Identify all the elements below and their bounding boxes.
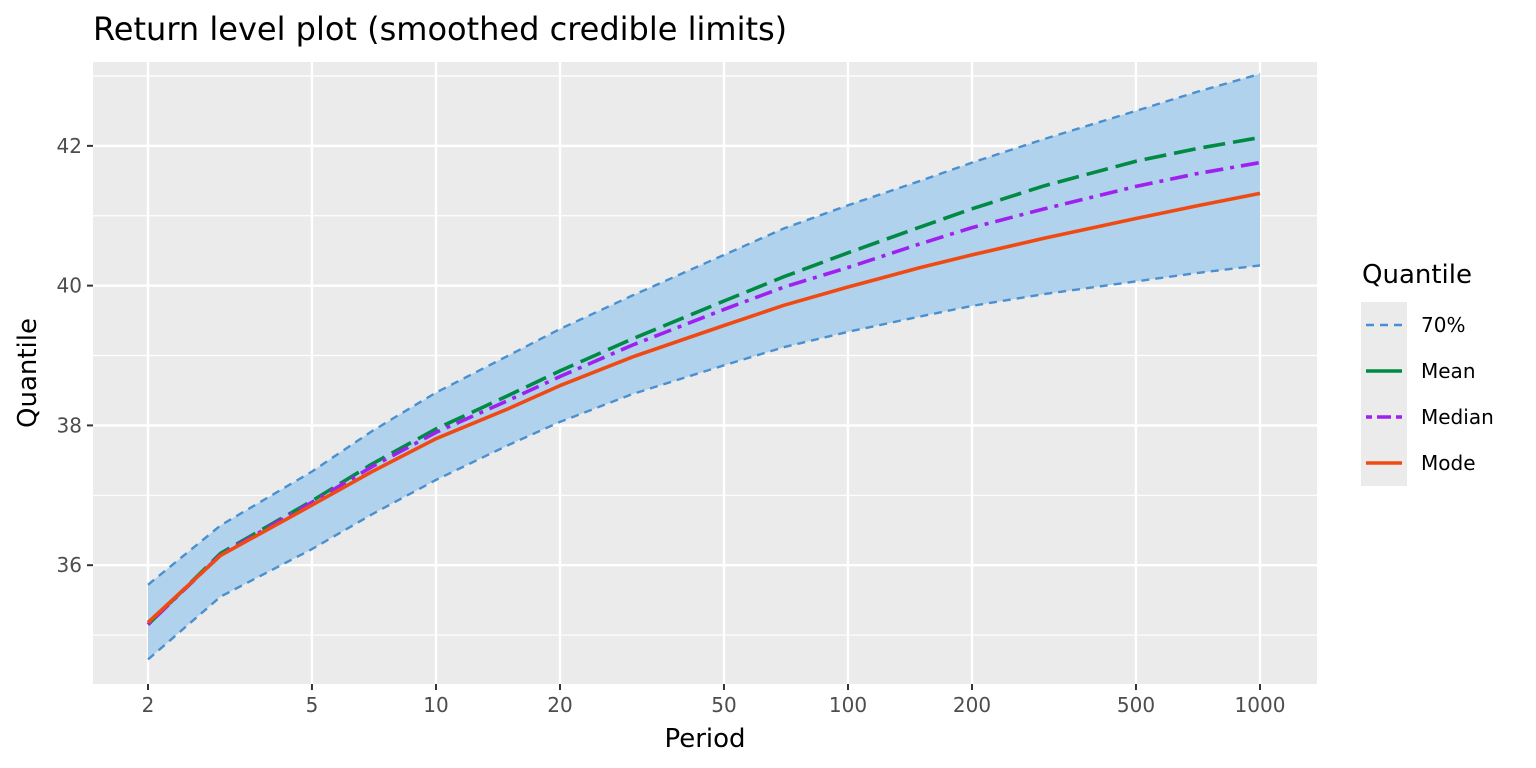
x-tick-label: 100 [829,693,867,717]
series-line-median [146,160,1261,626]
x-axis-ticks: 2 5 10 20 50 100 200 500 1000 [142,684,1286,717]
legend-items: 70% Mean Median Mode [1366,313,1494,475]
legend-label: 70% [1421,313,1465,337]
major-gridlines [93,62,1317,684]
y-tick-label: 38 [57,413,82,437]
series-lines [146,72,1261,661]
x-tick-label: 10 [423,693,448,717]
x-axis-title: Period [664,724,745,754]
series-line-mode [146,191,1261,624]
x-tick-label: 20 [547,693,572,717]
series-line-70-upper-limit [147,72,1261,586]
legend-label: Mean [1421,359,1476,383]
x-tick-label: 2 [142,693,155,717]
y-tick-label: 36 [57,553,82,577]
y-tick-label: 42 [57,134,82,158]
series-line-70-lower-limit [147,264,1261,661]
series-line-mean [146,135,1261,626]
y-axis-title: Quantile [13,318,43,428]
legend-label: Mode [1421,451,1476,475]
legend: Quantile 70% Mean Median Mode [1361,260,1494,486]
y-axis-ticks: 36 38 40 42 [57,134,93,577]
legend-title: Quantile [1362,260,1472,290]
x-tick-label: 50 [711,693,736,717]
legend-label: Median [1421,405,1494,429]
x-tick-label: 1000 [1235,693,1286,717]
y-tick-label: 40 [57,274,82,298]
chart-title: Return level plot (smoothed credible lim… [93,10,787,48]
x-tick-label: 200 [953,693,991,717]
x-tick-label: 5 [306,693,319,717]
credible-band-70 [148,73,1260,660]
legend-keys-background [1361,302,1407,486]
x-tick-label: 500 [1117,693,1155,717]
